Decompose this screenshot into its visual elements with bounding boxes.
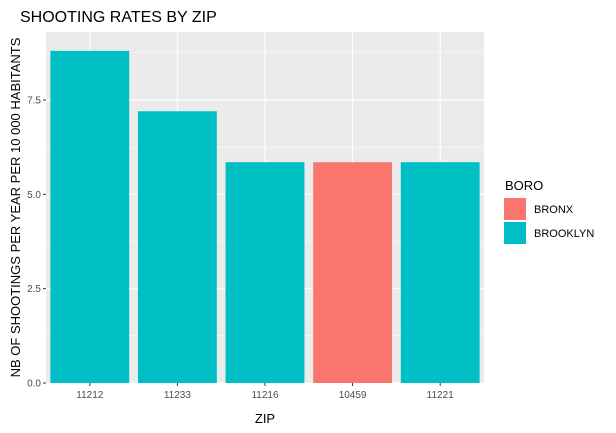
bar-11233 [137, 111, 217, 384]
x-tick-label: 11233 [164, 390, 192, 401]
y-axis-ticks: 0.0 2.5 5.0 7.5 [27, 95, 46, 390]
y-tick-label: 5.0 [27, 190, 41, 201]
legend-label-brooklyn: BROOKLYN [534, 228, 594, 240]
y-tick-label: 2.5 [27, 284, 41, 295]
x-tick-label: 11212 [76, 390, 104, 401]
chart-title: SHOOTING RATES BY ZIP [20, 9, 217, 26]
x-axis-title: ZIP [255, 411, 275, 426]
x-tick-label: 11216 [251, 390, 279, 401]
legend-key-bronx [504, 198, 526, 220]
y-axis-title: NB OF SHOOTINGS PER YEAR PER 10 000 HABI… [8, 37, 23, 377]
bar-11221 [400, 162, 480, 383]
legend: BORO BRONX BROOKLYN [504, 178, 594, 244]
x-axis-ticks: 11212 11233 11216 10459 11221 [76, 383, 454, 401]
x-tick-label: 10459 [339, 390, 367, 401]
bar-11216 [225, 162, 305, 383]
legend-title: BORO [505, 178, 543, 193]
bar-10459 [313, 162, 393, 383]
legend-key-brooklyn [504, 222, 526, 244]
x-tick-label: 11221 [427, 390, 455, 401]
y-tick-label: 7.5 [27, 95, 41, 106]
bar-11212 [50, 50, 130, 383]
legend-label-bronx: BRONX [534, 204, 574, 216]
bars [50, 50, 480, 384]
y-tick-label: 0.0 [27, 379, 41, 390]
